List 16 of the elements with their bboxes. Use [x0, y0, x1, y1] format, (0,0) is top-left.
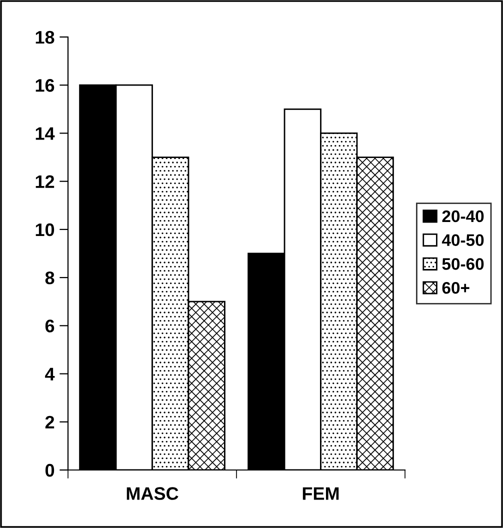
y-tick-label: 0	[45, 464, 54, 477]
y-tick-label: 8	[45, 271, 54, 284]
y-tick-label: 18	[36, 30, 54, 44]
y-tick-label: 4	[45, 368, 55, 380]
y-tick-label: 10	[36, 223, 54, 236]
legend-label: 20-40	[442, 210, 484, 222]
y-tick-label: 6	[45, 320, 54, 332]
y-tick-label: 14	[36, 127, 55, 140]
y-tick-label: 16	[36, 79, 54, 92]
y-tick-label: 2	[45, 416, 54, 428]
x-tick-label: MASC	[126, 487, 178, 500]
legend-label: 60+	[442, 282, 470, 294]
legend-label: 40-50	[442, 234, 484, 246]
x-tick-label: FEM	[302, 487, 339, 500]
y-tick-label: 12	[36, 175, 54, 188]
legend-label: 50-60	[442, 258, 484, 270]
